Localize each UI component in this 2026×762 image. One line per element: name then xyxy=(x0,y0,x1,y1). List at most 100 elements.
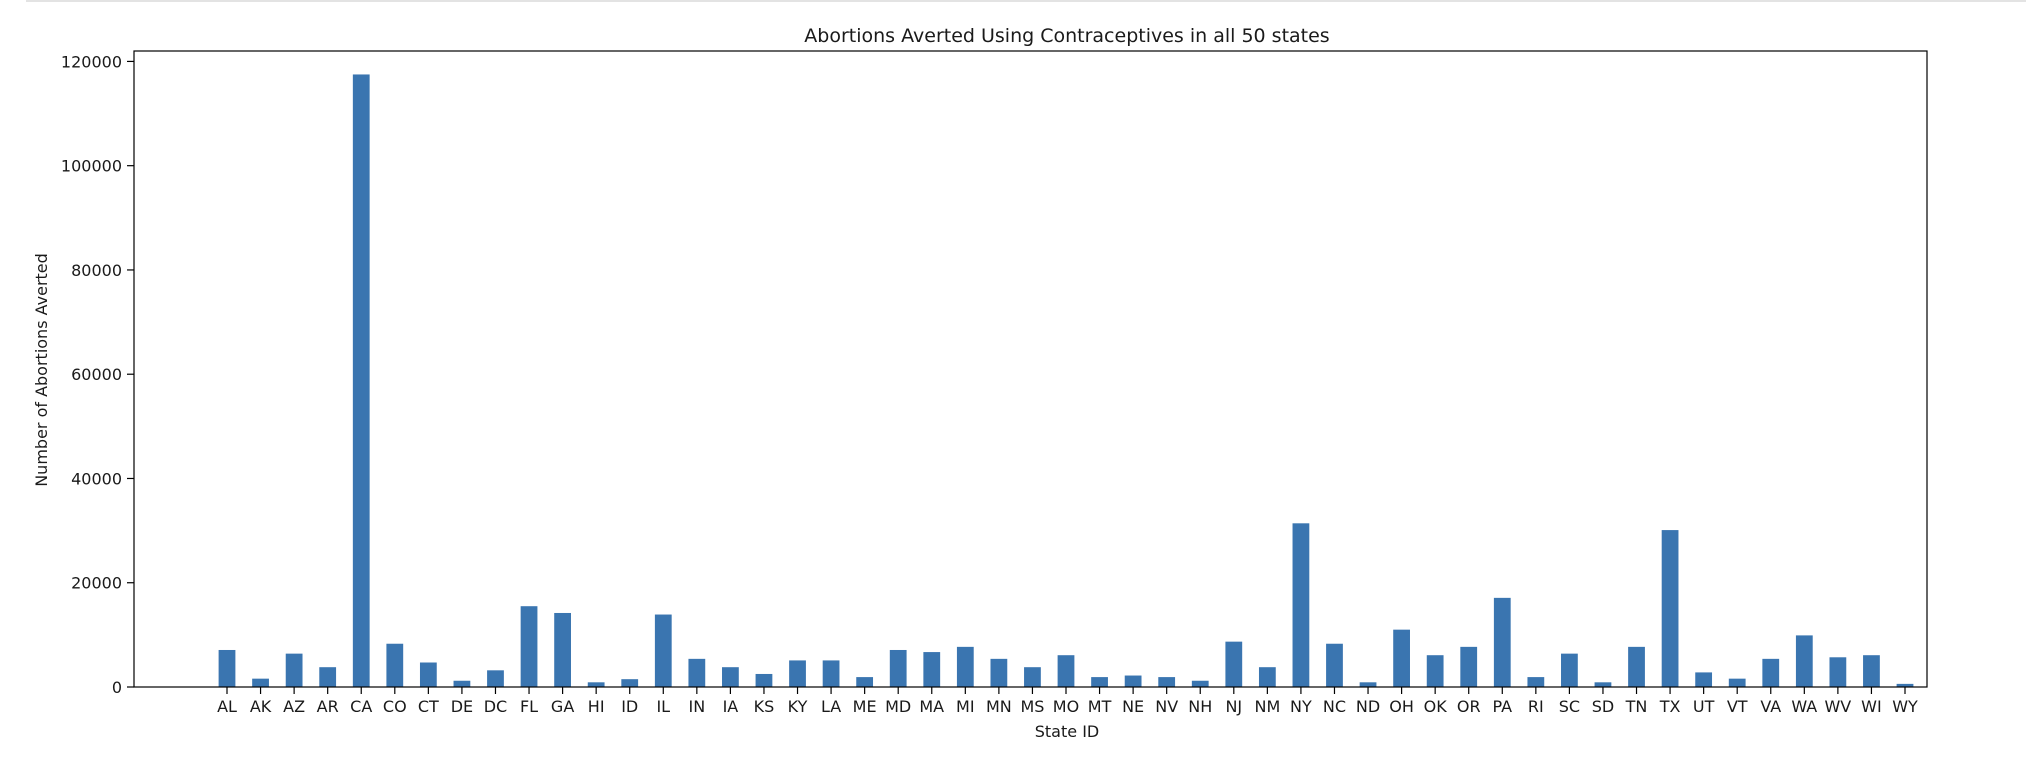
bar-ga xyxy=(554,612,571,687)
x-tick-label-sd: SD xyxy=(1592,697,1614,716)
bar-la xyxy=(822,660,840,687)
y-tick-label: 40000 xyxy=(71,469,122,488)
x-tick-label-tx: TX xyxy=(1659,697,1681,716)
x-tick-label-co: CO xyxy=(383,697,407,716)
bar-wy xyxy=(1896,683,1914,687)
y-tick-label: 0 xyxy=(112,678,122,697)
bar-wv xyxy=(1829,657,1847,687)
x-tick-label-wv: WV xyxy=(1824,697,1851,716)
x-tick-label-de: DE xyxy=(451,697,473,716)
chart-title: Abortions Averted Using Contraceptives i… xyxy=(804,25,1329,47)
bar-ri xyxy=(1527,677,1545,687)
bar-il xyxy=(654,614,672,687)
x-tick-label-ia: IA xyxy=(723,697,739,716)
bar-ca xyxy=(352,74,370,688)
x-axis-label: State ID xyxy=(1035,722,1099,741)
x-tick-label-wi: WI xyxy=(1861,697,1882,716)
bar-in xyxy=(688,658,706,687)
x-tick-label-or: OR xyxy=(1457,697,1481,716)
y-tick-label: 20000 xyxy=(71,574,122,593)
x-tick-label-ky: KY xyxy=(788,697,808,716)
x-tick-label-va: VA xyxy=(1760,697,1781,716)
x-tick-label-in: IN xyxy=(688,697,705,716)
x-tick-label-al: AL xyxy=(217,697,237,716)
bar-nm xyxy=(1258,667,1276,687)
bars-group xyxy=(218,74,1914,688)
x-tick-label-fl: FL xyxy=(520,697,538,716)
x-tick-label-mi: MI xyxy=(956,697,975,716)
y-tick-label: 120000 xyxy=(61,52,122,71)
bar-dc xyxy=(487,670,504,687)
bar-ct xyxy=(419,662,437,687)
x-tick-label-mn: MN xyxy=(986,697,1012,716)
y-tick-label: 100000 xyxy=(61,157,122,176)
x-tick-label-ct: CT xyxy=(418,697,439,716)
y-axis-label: Number of Abortions Averted xyxy=(32,253,51,487)
bar-pa xyxy=(1493,597,1511,687)
x-tick-label-mt: MT xyxy=(1088,697,1112,716)
x-tick-label-id: ID xyxy=(621,697,638,716)
x-tick-label-ca: CA xyxy=(350,697,372,716)
bar-ky xyxy=(789,660,806,687)
x-tick-label-ar: AR xyxy=(317,697,339,716)
bar-ak xyxy=(252,678,269,687)
bar-mn xyxy=(990,658,1008,687)
bar-fl xyxy=(520,606,538,687)
x-tick-label-la: LA xyxy=(821,697,841,716)
x-tick-label-mo: MO xyxy=(1053,697,1079,716)
x-tick-label-nc: NC xyxy=(1323,697,1346,716)
x-tick-label-wy: WY xyxy=(1892,697,1918,716)
x-tick-label-ny: NY xyxy=(1290,697,1312,716)
x-tick-label-oh: OH xyxy=(1389,697,1414,716)
x-tick-label-vt: VT xyxy=(1727,697,1748,716)
bar-oh xyxy=(1393,629,1410,687)
bar-ny xyxy=(1292,523,1310,687)
bar-wi xyxy=(1863,655,1880,687)
x-tick-label-ri: RI xyxy=(1528,697,1544,716)
bar-wa xyxy=(1795,635,1813,687)
bar-va xyxy=(1762,658,1780,687)
x-tick-label-pa: PA xyxy=(1492,697,1512,716)
x-tick-label-nh: NH xyxy=(1188,697,1212,716)
bar-al xyxy=(218,649,236,687)
bar-de xyxy=(453,680,471,687)
bar-mo xyxy=(1057,655,1075,687)
bar-co xyxy=(386,643,404,687)
bar-ms xyxy=(1024,667,1041,687)
bar-ks xyxy=(755,673,773,687)
bar-hi xyxy=(587,682,605,687)
x-tick-label-ok: OK xyxy=(1424,697,1448,716)
bar-ar xyxy=(319,667,337,687)
x-tick-label-nj: NJ xyxy=(1225,697,1242,716)
bar-ne xyxy=(1124,675,1142,687)
bar-nc xyxy=(1326,643,1343,687)
x-tick-label-dc: DC xyxy=(484,697,508,716)
x-tick-label-il: IL xyxy=(656,697,670,716)
bar-mi xyxy=(956,646,974,687)
x-tick-label-ms: MS xyxy=(1020,697,1044,716)
x-tick-label-wa: WA xyxy=(1791,697,1817,716)
x-tick-label-md: MD xyxy=(885,697,911,716)
bar-md xyxy=(889,649,907,687)
x-tick-label-ut: UT xyxy=(1693,697,1715,716)
bar-ia xyxy=(722,667,739,687)
x-tick-label-ma: MA xyxy=(919,697,944,716)
x-tick-label-ak: AK xyxy=(250,697,272,716)
bar-or xyxy=(1460,646,1478,687)
x-tick-label-ne: NE xyxy=(1122,697,1144,716)
x-axis: AL AK AZ AR CA CO CT DE DC FL GA HI ID IL IN IA KS KY LA ME… xyxy=(217,687,1918,716)
x-tick-label-ga: GA xyxy=(551,697,574,716)
x-tick-label-nv: NV xyxy=(1155,697,1178,716)
bar-nd xyxy=(1359,682,1377,687)
bar-nj xyxy=(1225,641,1243,687)
x-tick-label-nd: ND xyxy=(1356,697,1380,716)
bar-nh xyxy=(1191,680,1209,687)
x-tick-label-az: AZ xyxy=(283,697,305,716)
x-tick-label-ks: KS xyxy=(754,697,775,716)
bar-mt xyxy=(1091,677,1108,687)
bar-vt xyxy=(1728,678,1746,687)
plot-frame xyxy=(133,50,1928,688)
x-tick-label-sc: SC xyxy=(1559,697,1580,716)
bar-az xyxy=(285,653,303,687)
